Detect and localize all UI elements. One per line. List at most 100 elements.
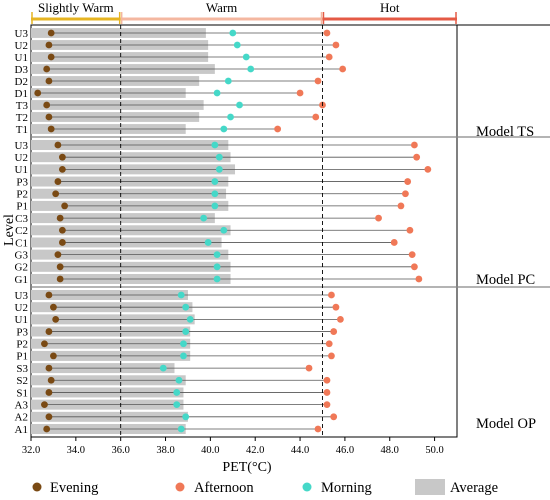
row-label: D3	[15, 64, 29, 76]
row-label: G2	[15, 262, 28, 274]
row-label: P3	[16, 326, 28, 338]
evening-point	[52, 315, 60, 323]
zone-band-1	[120, 17, 323, 21]
row-label: U1	[15, 314, 28, 326]
morning-point	[159, 364, 167, 372]
evening-point	[50, 303, 57, 311]
row-label: S2	[16, 375, 28, 387]
evening-point	[56, 275, 64, 283]
evening-point	[43, 425, 51, 433]
row-label: D1	[15, 88, 28, 100]
row-label: U2	[15, 152, 28, 164]
row-label: U2	[15, 302, 28, 314]
row-label: C2	[15, 225, 28, 237]
evening-point	[61, 202, 69, 210]
evening-point	[54, 251, 62, 259]
row-label: U3	[15, 140, 29, 152]
afternoon-point	[323, 29, 331, 37]
afternoon-point	[314, 77, 322, 85]
y-axis-title: Level	[2, 214, 17, 246]
evening-point	[54, 178, 62, 185]
x-tick-label: 50.0	[425, 445, 443, 456]
row-label: A1	[15, 424, 28, 436]
legend: Evening Afternoon Morning Average	[32, 479, 498, 496]
panel-title-2: Model OP	[476, 416, 536, 432]
panel-title-0: Model TS	[476, 124, 534, 140]
evening-point	[45, 41, 53, 49]
legend-label-morning: Morning	[321, 480, 372, 496]
row-label: D2	[15, 76, 28, 88]
afternoon-point	[406, 226, 414, 234]
evening-point	[47, 53, 55, 61]
evening-point	[45, 389, 53, 396]
row-label: C3	[15, 213, 28, 225]
afternoon-point	[323, 376, 331, 384]
afternoon-point	[274, 125, 282, 133]
thermal-zone-bar	[31, 12, 457, 24]
panel-title-1: Model PC	[476, 272, 535, 288]
evening-point	[58, 153, 66, 161]
legend-label-average: Average	[450, 480, 498, 496]
afternoon-point	[404, 178, 412, 185]
legend-swatch-average	[415, 479, 445, 495]
afternoon-point	[325, 340, 333, 348]
morning-point	[177, 425, 185, 433]
row-label: A2	[15, 412, 28, 424]
row-label: C1	[15, 237, 28, 249]
morning-point	[233, 41, 241, 49]
row-label: P3	[16, 176, 28, 188]
x-tick-label: 36.0	[111, 445, 129, 456]
morning-point	[224, 77, 232, 85]
evening-point	[58, 226, 66, 234]
evening-point	[47, 125, 55, 133]
morning-point	[213, 251, 221, 259]
x-tick-label: 44.0	[291, 445, 309, 456]
afternoon-point	[323, 401, 331, 409]
morning-point	[200, 214, 208, 222]
zone-label-0: Slightly Warm	[38, 0, 114, 15]
x-axis-title: PET(°C)	[222, 460, 271, 475]
afternoon-point	[328, 352, 335, 360]
thermal-zone-labels: Slightly Warm Warm Hot	[38, 0, 400, 15]
morning-point	[211, 190, 219, 198]
morning-point	[173, 389, 181, 396]
morning-point	[242, 53, 250, 61]
morning-point	[229, 29, 237, 37]
morning-point	[227, 113, 234, 121]
evening-point	[41, 401, 48, 409]
row-label: U1	[15, 164, 28, 176]
afternoon-point	[332, 303, 340, 311]
morning-point	[175, 376, 183, 384]
evening-point	[45, 77, 53, 85]
morning-point	[220, 226, 228, 234]
row-label: T3	[16, 100, 29, 112]
evening-point	[43, 65, 51, 73]
morning-point	[220, 125, 228, 133]
morning-point	[173, 401, 181, 409]
row-label: S3	[16, 363, 28, 375]
afternoon-point	[314, 425, 322, 433]
evening-point	[47, 29, 55, 37]
morning-point	[211, 202, 219, 210]
row-label: U2	[15, 40, 28, 52]
afternoon-point	[375, 214, 382, 222]
afternoon-point	[337, 315, 344, 323]
afternoon-point	[397, 202, 405, 210]
legend-swatch-morning	[302, 482, 312, 492]
x-axis: 32.0 34.0 36.0 38.0 40.0 42.0 44.0 46.0 48.0 50.0	[22, 437, 444, 456]
row-label: G1	[15, 274, 28, 286]
afternoon-point	[390, 239, 398, 246]
row-label: U3	[15, 290, 29, 302]
afternoon-point	[312, 113, 320, 121]
row-label: T2	[16, 112, 28, 124]
evening-point	[45, 413, 53, 421]
x-tick-label: 32.0	[22, 445, 40, 456]
plot-area: U3U2U1D3D2D1T3T2T1U3U2U1P3P2P1C3C2C1G3G2…	[15, 24, 550, 438]
afternoon-point	[328, 291, 335, 299]
afternoon-point	[413, 153, 421, 161]
morning-point	[211, 141, 219, 149]
morning-point	[236, 101, 243, 109]
